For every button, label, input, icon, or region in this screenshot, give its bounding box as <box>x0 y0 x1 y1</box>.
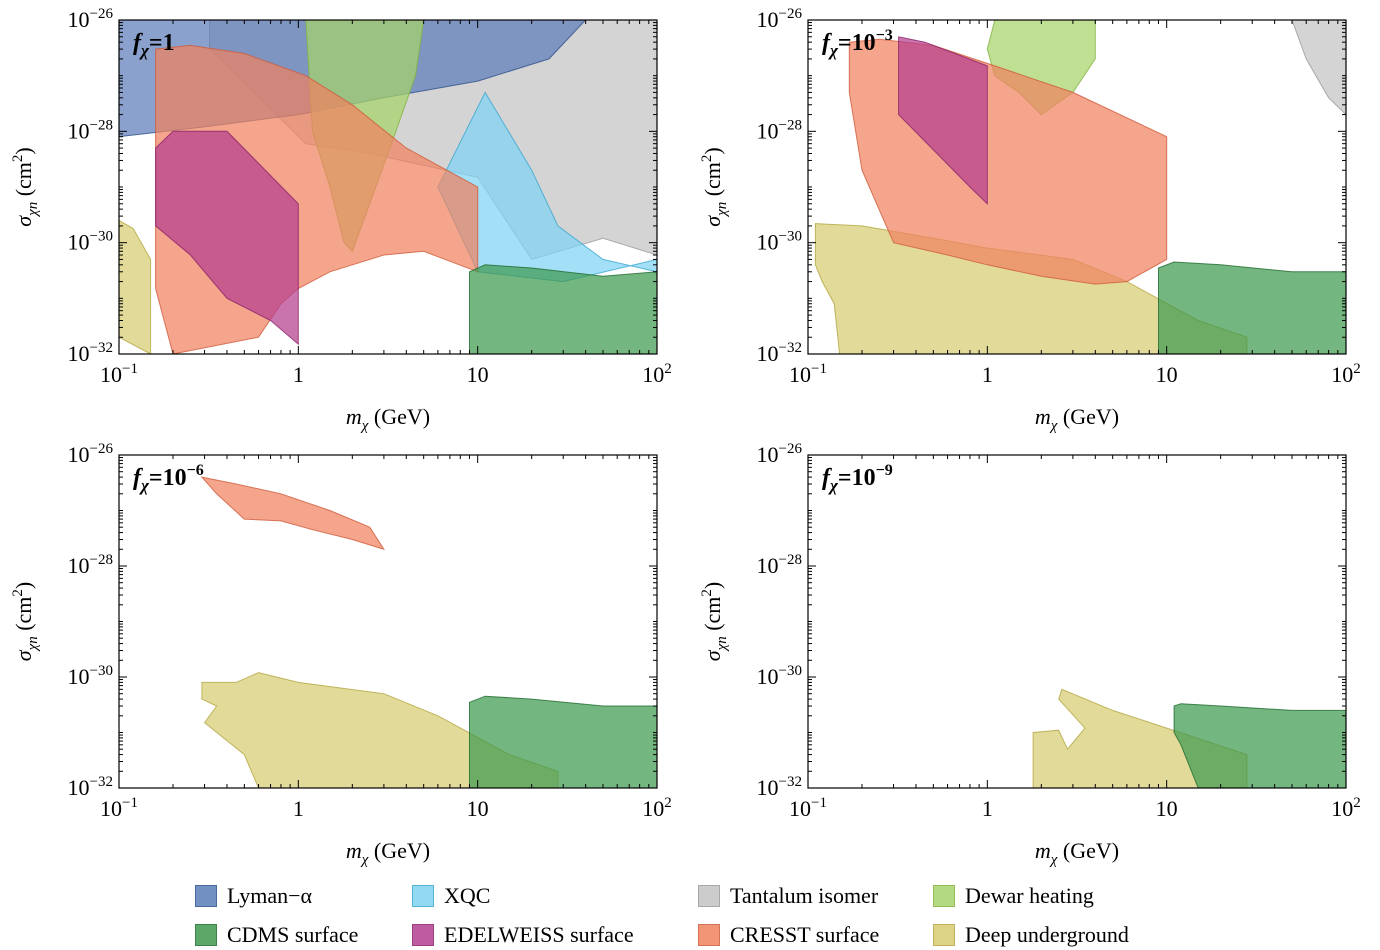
x-tick-label: 10 <box>1156 796 1178 821</box>
x-tick-label: 1 <box>982 362 993 387</box>
legend-item-xqc: XQC <box>412 883 490 909</box>
figure: 10−1 1 10 102 10−32 10−30 10−28 10−26 mχ (GeV) σχ… <box>10 6 1361 868</box>
x-tick-label: 10−1 <box>100 795 138 821</box>
y-axis-label: σχn (cm2) <box>10 582 41 662</box>
legend-item-deep-underground: Deep underground <box>933 922 1129 948</box>
swatch-xqc <box>412 885 434 907</box>
region-cdms-surface <box>1158 261 1346 354</box>
x-tick-label: 102 <box>642 361 672 387</box>
x-axis-label: mχ (GeV) <box>1035 404 1119 434</box>
x-axis-label: mχ (GeV) <box>1035 838 1119 868</box>
region-cdms-surface <box>469 695 657 788</box>
x-tick-label: 10−1 <box>100 361 138 387</box>
y-tick-label: 10−26 <box>68 6 114 32</box>
y-tick-label: 10−28 <box>68 552 113 578</box>
x-tick-label: 10 <box>467 796 489 821</box>
legend-item-dewar: Dewar heating <box>933 883 1094 909</box>
regions <box>200 476 657 788</box>
y-tick-label: 10−32 <box>757 340 802 366</box>
panel-4: 10−1 1 10 102 10−32 10−30 10−28 10−26 mχ (GeV) σχ… <box>699 441 1361 868</box>
y-tick-label: 10−26 <box>757 6 803 32</box>
swatch-dewar <box>933 885 955 907</box>
y-axis-label: σχn (cm2) <box>699 582 730 662</box>
y-tick-label: 10−32 <box>757 774 802 800</box>
ticks <box>118 20 657 355</box>
y-axis-label: σχn (cm2) <box>699 147 730 227</box>
ticks <box>118 455 657 789</box>
y-tick-label: 10−30 <box>757 663 802 689</box>
x-tick-label: 102 <box>1331 361 1361 387</box>
y-tick-label: 10−32 <box>68 774 113 800</box>
x-tick-label: 102 <box>1331 795 1361 821</box>
y-tick-label: 10−26 <box>757 441 803 467</box>
y-tick-label: 10−30 <box>68 663 113 689</box>
legend-label: Tantalum isomer <box>730 883 879 908</box>
x-tick-label: 10 <box>1156 362 1178 387</box>
region-edelweiss-surface <box>898 36 988 205</box>
x-tick-label: 10−1 <box>789 361 827 387</box>
x-axis-label: mχ (GeV) <box>346 838 430 868</box>
region-cdms-surface <box>469 264 657 354</box>
region-cdms-surface <box>1173 703 1346 788</box>
regions <box>814 20 1346 354</box>
x-tick-label: 1 <box>293 796 304 821</box>
legend-label: EDELWEISS surface <box>444 922 634 947</box>
y-tick-label: 10−28 <box>757 117 802 143</box>
swatch-tantalum <box>698 885 720 907</box>
y-tick-label: 10−28 <box>68 117 113 143</box>
legend-item-cdms: CDMS surface <box>195 922 358 948</box>
region-edelweiss-surface <box>155 130 299 346</box>
x-axis-label: mχ (GeV) <box>346 404 430 434</box>
y-axis-label: σχn (cm2) <box>10 147 41 227</box>
swatch-cdms <box>195 924 217 946</box>
region-deep-underground <box>119 219 152 354</box>
panel-label: fχ=10−9 <box>822 462 893 495</box>
y-tick-label: 10−26 <box>68 441 114 467</box>
ticks <box>807 20 1346 355</box>
x-tick-label: 10−1 <box>789 795 827 821</box>
legend-label: XQC <box>444 883 491 908</box>
x-tick-label: 1 <box>982 796 993 821</box>
panel-label: fχ=10−6 <box>133 462 204 495</box>
region-cresst-surface <box>200 476 386 551</box>
panel-2: 10−1 1 10 102 10−32 10−30 10−28 10−26 mχ (GeV) σχ… <box>699 6 1361 434</box>
panel-label: fχ=10−3 <box>822 27 893 60</box>
x-tick-label: 10 <box>467 362 489 387</box>
x-tick-label: 102 <box>642 795 672 821</box>
y-tick-label: 10−30 <box>68 229 113 255</box>
panel-3: 10−1 1 10 102 10−32 10−30 10−28 10−26 mχ (GeV) σχ… <box>10 441 672 868</box>
legend-item-tantalum: Tantalum isomer <box>698 883 878 909</box>
swatch-deep-underground <box>933 924 955 946</box>
regions <box>1032 688 1346 788</box>
y-tick-label: 10−32 <box>68 340 113 366</box>
swatch-edelweiss <box>412 924 434 946</box>
panel-label: fχ=1 <box>133 30 175 60</box>
legend: Lyman−α XQC Tantalum isomer Dewar heatin… <box>195 880 1195 950</box>
legend-label: CDMS surface <box>227 922 359 947</box>
legend-item-edelweiss: EDELWEISS surface <box>412 922 634 948</box>
y-tick-label: 10−28 <box>757 552 802 578</box>
legend-label: Lyman−α <box>227 883 313 908</box>
y-tick-label: 10−30 <box>757 229 802 255</box>
x-tick-label: 1 <box>293 362 304 387</box>
ticks <box>807 455 1346 789</box>
legend-item-lyman-alpha: Lyman−α <box>195 883 312 909</box>
swatch-lyman-alpha <box>195 885 217 907</box>
panel-1: 10−1 1 10 102 10−32 10−30 10−28 10−26 mχ (GeV) σχ… <box>10 6 672 434</box>
region-tantalum-isomer <box>1291 20 1346 116</box>
legend-item-cresst: CRESST surface <box>698 922 879 948</box>
regions <box>119 20 657 354</box>
legend-label: CRESST surface <box>730 922 880 947</box>
legend-label: Deep underground <box>965 922 1129 947</box>
swatch-cresst <box>698 924 720 946</box>
legend-label: Dewar heating <box>965 883 1094 908</box>
